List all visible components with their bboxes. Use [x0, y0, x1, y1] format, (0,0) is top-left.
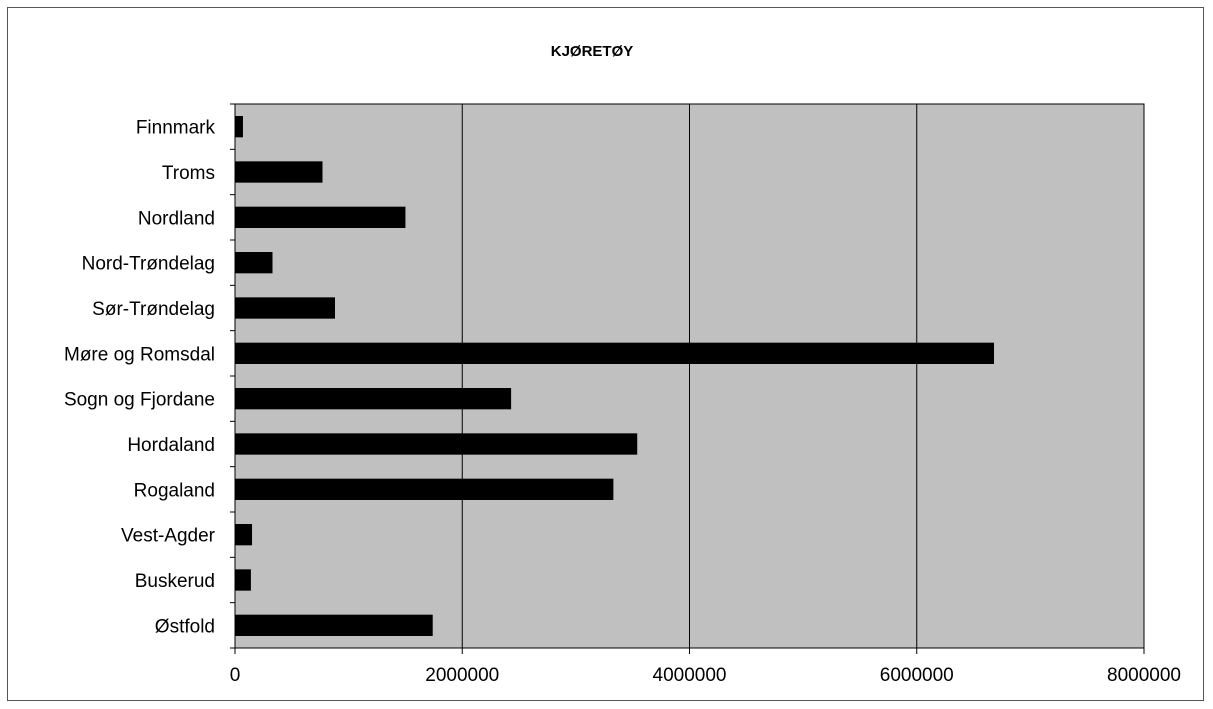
x-tick-label: 4000000: [653, 665, 727, 686]
bar-11: [235, 614, 433, 636]
category-label: Nordland: [138, 208, 215, 229]
bar-4: [235, 297, 335, 319]
bar-2: [235, 206, 406, 228]
category-label: Hordaland: [127, 435, 215, 456]
x-tick-label: 2000000: [425, 665, 499, 686]
bar-8: [235, 478, 614, 500]
bar-9: [235, 524, 253, 546]
bar-7: [235, 433, 638, 455]
plot-area: 0 2000000 4000000 6000000 8000000 Finnmark Tro…: [64, 103, 1181, 686]
category-label: Finnmark: [136, 118, 216, 139]
category-label: Vest-Agder: [121, 526, 216, 547]
category-label: Østfold: [155, 616, 215, 637]
category-label: Nord-Trøndelag: [82, 254, 215, 275]
bar-6: [235, 388, 512, 410]
category-label: Rogaland: [134, 480, 215, 501]
category-label: Sør-Trøndelag: [92, 299, 215, 320]
bar-5: [235, 342, 995, 364]
category-label: Troms: [162, 163, 215, 184]
x-tick-label: 8000000: [1107, 665, 1181, 686]
chart-title: KJØRETØY: [551, 43, 634, 60]
bar-1: [235, 161, 323, 183]
category-label: Sogn og Fjordane: [64, 390, 215, 411]
bar-10: [235, 569, 251, 591]
x-tick-label: 6000000: [880, 665, 954, 686]
category-label: Møre og Romsdal: [64, 344, 215, 365]
x-tick-label: 0: [230, 665, 241, 686]
bar-0: [235, 116, 243, 138]
bar-3: [235, 252, 273, 274]
category-label: Buskerud: [135, 571, 215, 592]
